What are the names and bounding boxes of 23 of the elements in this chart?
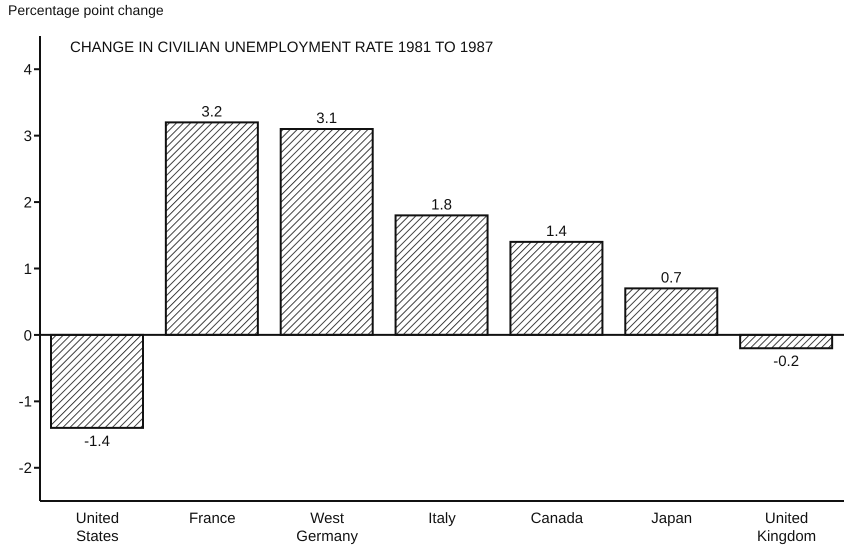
y-tick-label: 2 — [24, 194, 32, 212]
y-tick-label: -1 — [18, 394, 32, 411]
data-label: 3.2 — [201, 103, 222, 120]
x-tick-label: United States — [76, 510, 120, 545]
y-tick-label: 4 — [24, 62, 32, 79]
x-tick-label: France — [188, 510, 236, 527]
y-tick-label: 0 — [24, 327, 32, 344]
data-label: -0.2 — [773, 353, 800, 370]
y-tick-label: 1 — [24, 260, 32, 278]
x-tick-label: Japan — [651, 510, 692, 527]
x-tick-label: West Germany — [296, 510, 358, 545]
data-label: -1.4 — [84, 432, 110, 450]
data-label: 1.8 — [431, 196, 452, 214]
x-tick-label: Italy — [428, 510, 456, 527]
data-label: 1.4 — [546, 222, 567, 240]
data-label: 3.1 — [316, 110, 338, 127]
y-tick-label: -2 — [18, 460, 32, 478]
chart-title: CHANGE IN CIVILIAN UNEMPLOYMENT RATE 1981 TO 1987 — [70, 39, 494, 56]
y-axis-title: Percentage point change — [8, 2, 164, 18]
x-tick-label: United Kingdom — [756, 510, 816, 545]
data-label: 0.7 — [660, 269, 682, 286]
x-tick-label: Canada — [530, 510, 584, 527]
y-tick-label: 3 — [24, 128, 32, 145]
